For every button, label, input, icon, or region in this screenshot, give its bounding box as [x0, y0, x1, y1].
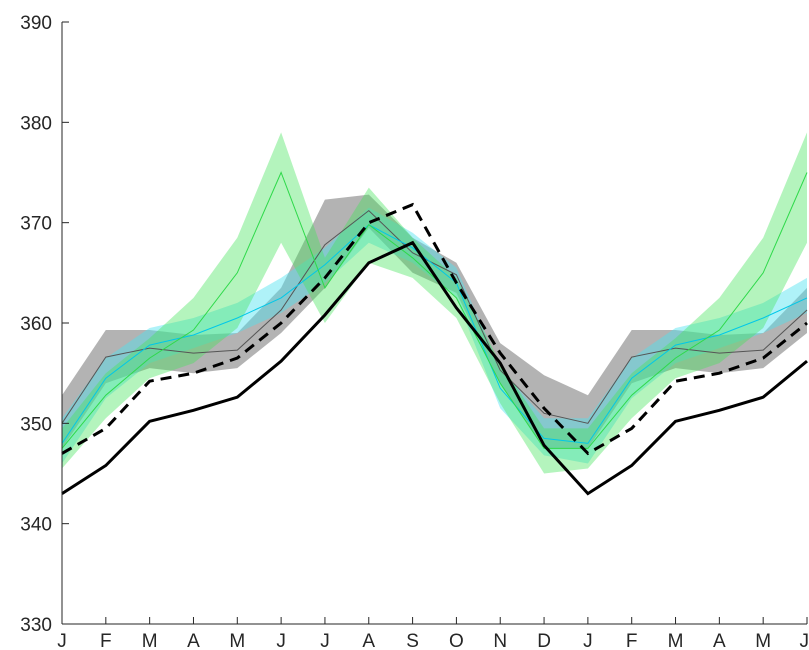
uncertainty-bands: [62, 132, 807, 474]
x-tick-label: M: [229, 631, 245, 650]
x-tick-label: M: [142, 631, 158, 650]
y-tick-label: 340: [20, 515, 52, 536]
y-tick-label: 390: [20, 13, 52, 34]
x-tick-label: N: [493, 631, 507, 650]
axes: 330 340 350 360 370 380 390 J F M A M J J A S O N D J F M A M J: [20, 13, 809, 650]
x-tick-label: J: [800, 631, 809, 650]
x-tick-label: D: [537, 631, 551, 650]
y-tick-label: 330: [20, 615, 52, 636]
x-tick-label: M: [668, 631, 684, 650]
y-tick-label: 360: [20, 314, 52, 335]
series-lines: [61, 171, 808, 496]
x-tick-label: S: [406, 631, 419, 650]
x-tick-label: A: [713, 631, 726, 650]
band-3: [62, 132, 807, 474]
series-line-2: [61, 224, 808, 444]
band-1: [62, 194, 807, 449]
y-tick-label: 380: [20, 113, 52, 134]
series-line-4: [61, 202, 808, 456]
x-tick-label: J: [320, 631, 330, 650]
y-tick-label: 350: [20, 414, 52, 435]
x-tick-label: J: [57, 631, 67, 650]
x-tick-label: F: [626, 631, 638, 650]
x-tick-label: J: [276, 631, 286, 650]
series-line-5: [61, 240, 808, 496]
x-tick-label: A: [187, 631, 200, 650]
x-tick-label: M: [755, 631, 771, 650]
band-2: [62, 207, 807, 464]
x-tick-label: F: [100, 631, 112, 650]
x-tick-label: A: [362, 631, 375, 650]
y-tick-label: 370: [20, 214, 52, 235]
x-tick-label: O: [449, 631, 464, 650]
x-tick-label: J: [583, 631, 593, 650]
series-line-3: [61, 171, 808, 449]
series-line-1: [61, 209, 808, 424]
